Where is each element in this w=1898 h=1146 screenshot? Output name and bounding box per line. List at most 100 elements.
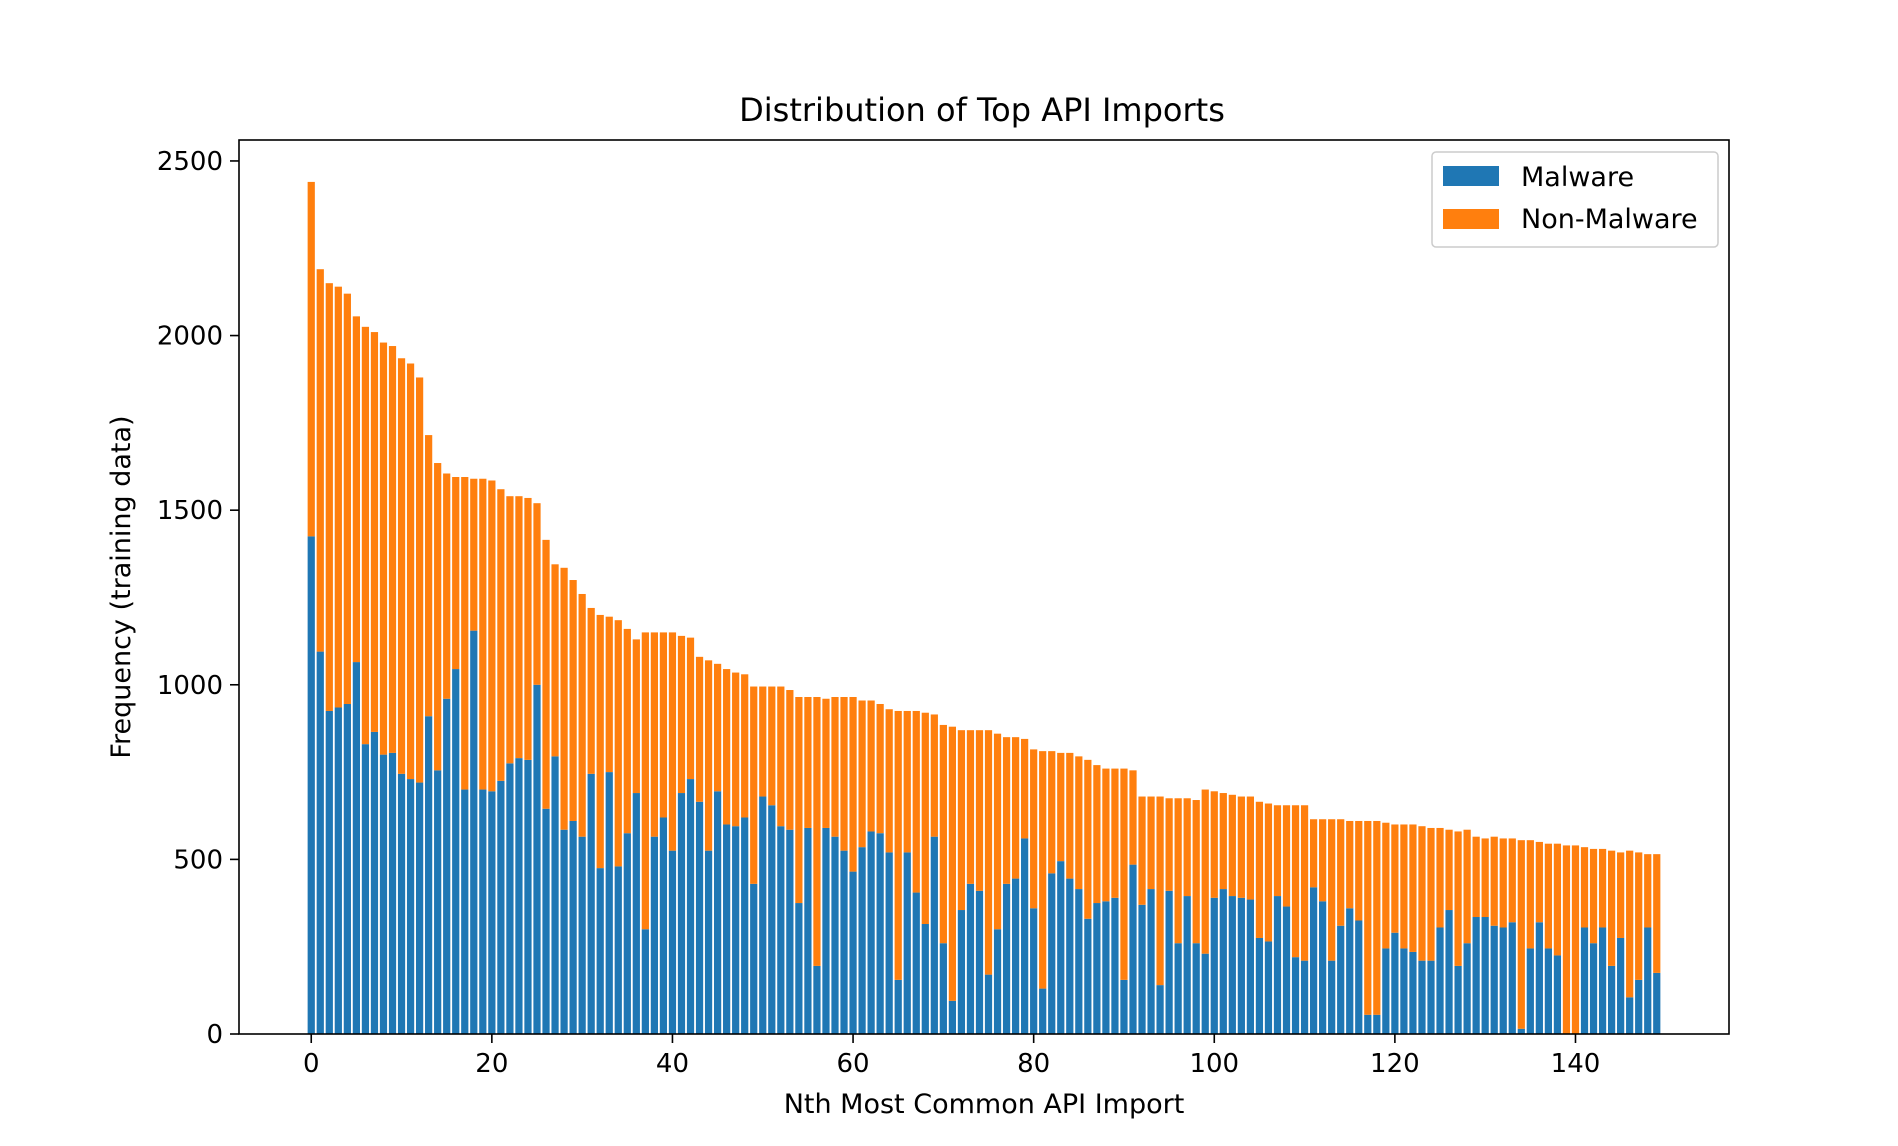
bar-non-malware-15 bbox=[443, 473, 451, 699]
bar-malware-10 bbox=[397, 773, 406, 1034]
bars-group bbox=[307, 181, 1661, 1035]
x-tick-label: 60 bbox=[837, 1049, 870, 1079]
bar-non-malware-83 bbox=[1057, 752, 1065, 862]
bar-non-malware-64 bbox=[885, 709, 893, 853]
bar-malware-35 bbox=[623, 833, 631, 1034]
bar-non-malware-22 bbox=[506, 496, 514, 764]
bar-malware-77 bbox=[1002, 883, 1011, 1034]
bar-non-malware-67 bbox=[912, 710, 920, 893]
bar-malware-63 bbox=[876, 833, 884, 1034]
bar-non-malware-104 bbox=[1246, 796, 1254, 900]
bar-malware-39 bbox=[659, 817, 668, 1034]
bar-non-malware-66 bbox=[903, 710, 911, 853]
bar-non-malware-94 bbox=[1156, 796, 1164, 986]
bar-malware-115 bbox=[1346, 908, 1354, 1034]
bar-non-malware-99 bbox=[1201, 789, 1209, 954]
legend-label-non-malware: Non-Malware bbox=[1521, 204, 1698, 235]
bar-malware-53 bbox=[786, 829, 794, 1034]
bar-non-malware-69 bbox=[930, 714, 938, 837]
bar-non-malware-36 bbox=[632, 639, 640, 794]
bar-non-malware-63 bbox=[876, 703, 884, 834]
legend-swatch-malware bbox=[1443, 166, 1499, 186]
bar-non-malware-23 bbox=[515, 496, 523, 759]
bar-malware-113 bbox=[1328, 960, 1336, 1034]
bar-non-malware-55 bbox=[804, 697, 812, 828]
bar-non-malware-121 bbox=[1400, 824, 1408, 949]
bar-non-malware-126 bbox=[1445, 829, 1453, 911]
bar-malware-146 bbox=[1626, 997, 1634, 1034]
bar-non-malware-21 bbox=[497, 489, 505, 781]
bar-malware-97 bbox=[1183, 896, 1191, 1034]
bar-non-malware-107 bbox=[1273, 805, 1282, 897]
bar-non-malware-79 bbox=[1021, 738, 1029, 839]
bar-malware-129 bbox=[1472, 917, 1480, 1034]
bar-non-malware-95 bbox=[1165, 798, 1173, 891]
bar-non-malware-18 bbox=[470, 478, 478, 631]
bar-non-malware-27 bbox=[551, 564, 559, 757]
bar-malware-23 bbox=[515, 758, 523, 1034]
bar-non-malware-32 bbox=[596, 614, 604, 869]
bar-non-malware-123 bbox=[1418, 826, 1426, 961]
bar-malware-132 bbox=[1499, 927, 1507, 1034]
bar-malware-36 bbox=[632, 793, 640, 1034]
bar-malware-71 bbox=[948, 1000, 956, 1034]
bar-non-malware-14 bbox=[434, 463, 442, 771]
bar-malware-70 bbox=[939, 943, 947, 1034]
bar-malware-47 bbox=[732, 826, 740, 1034]
bar-malware-118 bbox=[1373, 1014, 1381, 1034]
bar-malware-69 bbox=[930, 836, 938, 1034]
bar-non-malware-73 bbox=[966, 730, 975, 884]
bar-malware-17 bbox=[461, 789, 469, 1034]
bar-non-malware-101 bbox=[1219, 793, 1227, 890]
bar-non-malware-33 bbox=[605, 616, 613, 773]
plot-frame bbox=[238, 139, 1730, 1035]
bar-non-malware-122 bbox=[1409, 824, 1417, 952]
bar-malware-0 bbox=[307, 536, 315, 1034]
y-tick-label: 2000 bbox=[157, 322, 223, 352]
bar-non-malware-29 bbox=[569, 580, 577, 821]
bar-non-malware-71 bbox=[948, 726, 956, 1001]
bar-malware-126 bbox=[1445, 910, 1453, 1034]
bar-malware-149 bbox=[1653, 972, 1661, 1034]
bar-malware-25 bbox=[533, 684, 541, 1034]
bar-malware-143 bbox=[1598, 927, 1607, 1034]
bar-non-malware-31 bbox=[587, 607, 595, 774]
bar-non-malware-7 bbox=[370, 332, 379, 732]
bar-non-malware-102 bbox=[1228, 794, 1236, 897]
bar-malware-8 bbox=[379, 754, 388, 1035]
bar-malware-92 bbox=[1138, 904, 1146, 1034]
bar-non-malware-59 bbox=[840, 697, 848, 851]
bar-non-malware-9 bbox=[388, 346, 397, 753]
bar-malware-34 bbox=[614, 866, 622, 1035]
bar-malware-104 bbox=[1246, 899, 1254, 1034]
bar-non-malware-53 bbox=[786, 690, 794, 830]
bar-malware-20 bbox=[488, 791, 496, 1034]
bar-non-malware-58 bbox=[831, 697, 839, 837]
bar-malware-86 bbox=[1084, 918, 1092, 1034]
bar-malware-137 bbox=[1544, 948, 1552, 1034]
bar-non-malware-82 bbox=[1048, 751, 1056, 874]
bar-malware-110 bbox=[1300, 960, 1309, 1034]
bar-non-malware-30 bbox=[578, 593, 586, 837]
bar-non-malware-17 bbox=[461, 477, 469, 790]
bar-malware-26 bbox=[542, 808, 550, 1034]
bar-non-malware-74 bbox=[975, 730, 984, 891]
legend-box bbox=[1431, 151, 1719, 248]
bar-malware-90 bbox=[1120, 979, 1128, 1034]
y-tick-label: 1000 bbox=[157, 671, 223, 701]
x-axis-ticks: 0 20 40 60 80 100 120 140 bbox=[303, 1034, 1600, 1079]
bar-non-malware-144 bbox=[1607, 850, 1616, 966]
y-axis-ticks: 0 500 1000 1500 2000 2500 bbox=[157, 147, 239, 1050]
bar-non-malware-108 bbox=[1282, 805, 1291, 907]
bar-malware-121 bbox=[1400, 948, 1408, 1034]
bar-non-malware-13 bbox=[425, 435, 433, 717]
x-tick-label: 40 bbox=[656, 1049, 689, 1079]
bar-malware-125 bbox=[1436, 927, 1444, 1034]
bar-malware-103 bbox=[1237, 897, 1245, 1034]
bar-malware-87 bbox=[1093, 903, 1101, 1034]
bar-malware-74 bbox=[975, 890, 984, 1034]
bar-malware-68 bbox=[921, 924, 929, 1034]
bar-malware-16 bbox=[452, 669, 460, 1034]
x-tick-label: 20 bbox=[475, 1049, 508, 1079]
bar-non-malware-41 bbox=[677, 635, 686, 794]
